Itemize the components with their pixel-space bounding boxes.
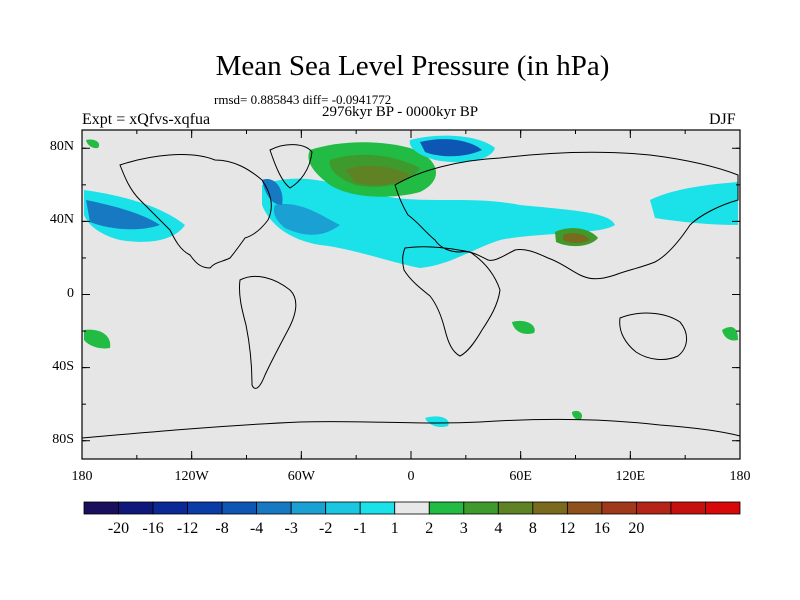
lat-label: 40N	[49, 212, 74, 228]
lon-label: 0	[407, 469, 415, 484]
coastline	[81, 418, 741, 439]
coastline	[239, 275, 297, 389]
lat-label: 40S	[52, 358, 74, 374]
colorbar-box	[428, 501, 465, 515]
anomaly-region	[86, 139, 100, 149]
lon-label: 120W	[174, 469, 209, 484]
colorbar	[83, 501, 741, 515]
anomaly-region	[84, 329, 111, 349]
lon-label: 60E	[509, 469, 532, 484]
lon-label: 180	[729, 469, 751, 484]
colorbar-box	[359, 501, 396, 515]
lat-label: 80N	[49, 139, 74, 155]
colorbar-box	[566, 501, 603, 515]
lat-label: 0	[67, 285, 74, 301]
anomaly-region	[420, 139, 482, 157]
colorbar-box	[532, 501, 568, 515]
axis-ticks	[81, 130, 741, 459]
colorbar-box	[152, 501, 188, 515]
colorbar-box	[705, 501, 741, 515]
colorbar-box	[221, 501, 258, 515]
anomaly-region	[563, 233, 590, 243]
colorbar-label: -2	[319, 520, 333, 537]
season-label: DJF	[709, 111, 736, 128]
anomaly-region	[650, 182, 738, 225]
colorbar-label: 4	[494, 520, 503, 537]
colorbar-box	[256, 501, 292, 515]
anomaly-region	[512, 320, 535, 334]
lon-label: 120E	[615, 469, 646, 484]
anomaly-region	[262, 178, 615, 268]
colorbar-box	[601, 501, 637, 515]
colorbar-label: 1	[390, 520, 399, 537]
colorbar-box	[290, 501, 327, 515]
anomaly-region	[722, 327, 738, 341]
colorbar-label: 8	[528, 520, 537, 537]
coastlines	[81, 144, 741, 439]
colorbar-box	[83, 501, 119, 515]
colorbar-label: 20	[628, 520, 645, 537]
experiment-label: Expt = xQfvs-xqfua	[82, 111, 211, 128]
colorbar-label: -16	[142, 520, 164, 537]
colorbar-box	[636, 501, 672, 515]
colorbar-box	[497, 501, 534, 515]
coastline	[119, 154, 272, 269]
colorbar-label: -8	[215, 520, 229, 537]
colorbar-label: -3	[284, 520, 298, 537]
colorbar-box	[187, 501, 223, 515]
colorbar-label: -20	[107, 520, 130, 537]
colorbar-box	[118, 501, 154, 515]
colorbar-box	[325, 501, 361, 515]
colorbar-label: -4	[249, 520, 264, 537]
colorbar-label: 16	[593, 520, 610, 537]
colorbar-label: -12	[176, 520, 199, 537]
coastline	[269, 144, 313, 189]
colorbar-label: 2	[425, 520, 434, 537]
anomaly-region	[86, 200, 160, 230]
anomaly-region	[425, 416, 449, 428]
lon-label: 180	[71, 469, 93, 484]
stats-text: rmsd= 0.885843 diff= -0.0941772	[214, 92, 392, 107]
colorbar-box	[463, 501, 499, 515]
map-title: Mean Sea Level Pressure (in hPa)	[215, 50, 610, 82]
colorbar-box	[394, 501, 430, 515]
anomaly-region	[262, 179, 283, 205]
coastline	[394, 151, 739, 280]
coastline	[619, 312, 687, 360]
anomaly-region	[345, 165, 410, 186]
anomaly-fields	[84, 135, 738, 428]
colorbar-box	[670, 501, 706, 515]
lat-label: 80S	[52, 431, 74, 447]
anomaly-region	[273, 204, 340, 235]
colorbar-label: -1	[353, 520, 367, 537]
lon-label: 60W	[287, 469, 315, 484]
colorbar-label: 3	[459, 520, 468, 537]
anomaly-region	[572, 410, 583, 420]
colorbar-label: 12	[559, 520, 576, 537]
period-label: 2976kyr BP - 0000kyr BP	[322, 104, 479, 120]
coastline	[402, 246, 501, 357]
